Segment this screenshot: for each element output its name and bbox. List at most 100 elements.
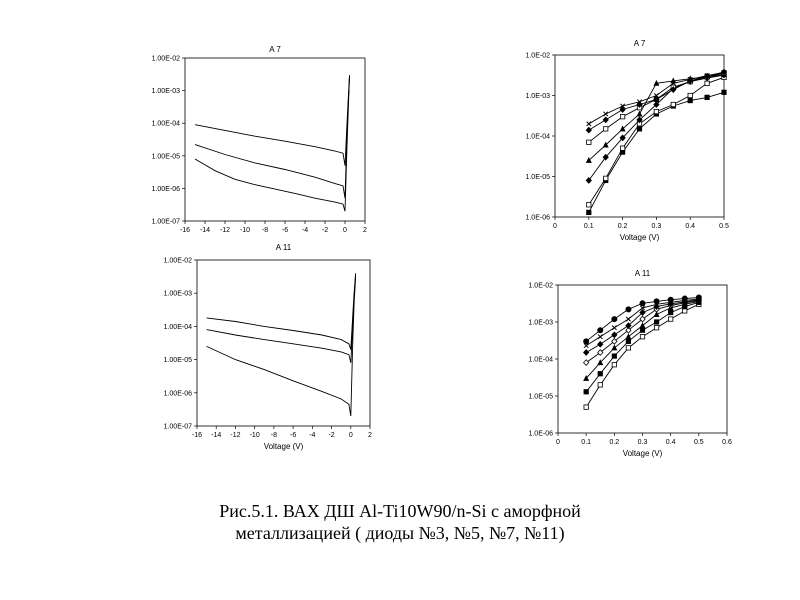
data-point <box>636 99 643 105</box>
data-point <box>625 322 632 329</box>
data-point <box>602 116 609 124</box>
data-point <box>611 362 617 368</box>
data-point <box>597 340 604 348</box>
y-tick-label: 1.0E-04 <box>528 357 553 364</box>
data-point <box>586 121 592 127</box>
data-point <box>653 325 660 331</box>
chart-A11-reverse: A 11 1.00E-07 1.00E-06 1.00E-05 1.00E-04 1.00… <box>164 243 372 451</box>
data-point <box>583 359 590 366</box>
data-point <box>653 92 659 99</box>
x-tick-label: -8 <box>262 227 268 234</box>
data-point <box>636 116 643 124</box>
data-point <box>611 331 618 339</box>
x-tick-label: 0.4 <box>666 439 676 446</box>
chart-title: A 11 <box>276 243 292 252</box>
y-tick-label: 1.0E-02 <box>525 53 550 60</box>
series-line <box>588 74 725 181</box>
series-line <box>194 75 350 212</box>
chart-A7-forward: A 7 1.0E-06 1.0E-05 1.0E-04 1.0E-03 1.0E-02 0 0… <box>525 39 729 242</box>
x-axis-label: Voltage (V) <box>620 233 660 242</box>
series-line <box>194 77 350 199</box>
data-point <box>704 94 710 100</box>
x-tick-label: 0.5 <box>719 223 729 230</box>
data-point <box>653 311 660 317</box>
x-tick-label: -4 <box>302 227 308 234</box>
data-point <box>653 298 660 305</box>
data-point <box>625 338 632 344</box>
x-tick-label: -14 <box>211 432 221 439</box>
x-tick-label: 0.1 <box>581 439 591 446</box>
data-point <box>625 345 632 351</box>
data-point <box>667 296 674 303</box>
x-tick-label: 0.4 <box>685 223 695 230</box>
chart-title: A 7 <box>634 39 646 48</box>
data-point <box>625 306 632 313</box>
data-point <box>636 126 643 132</box>
y-tick-label: 1.0E-02 <box>528 283 553 290</box>
data-point <box>653 101 660 108</box>
x-tick-label: -12 <box>230 432 240 439</box>
y-tick-label: 1.0E-03 <box>525 93 550 100</box>
data-point <box>586 202 592 208</box>
y-tick-label: 1.0E-04 <box>525 134 550 141</box>
series-3 <box>206 277 357 417</box>
data-point <box>639 334 646 340</box>
data-point <box>704 80 710 86</box>
data-point <box>653 109 660 115</box>
x-tick-label: 2 <box>368 432 372 439</box>
data-point <box>586 139 592 145</box>
data-point <box>620 145 626 151</box>
data-point <box>597 327 604 334</box>
x-tick-label: -16 <box>192 432 202 439</box>
data-point <box>583 343 589 349</box>
data-point <box>670 101 676 108</box>
y-tick-label: 1.00E-07 <box>164 424 193 431</box>
x-tick-label: 0.2 <box>618 223 628 230</box>
data-point <box>639 322 646 329</box>
plot-area-frame <box>184 57 366 222</box>
x-tick-label: -4 <box>309 432 315 439</box>
data-point <box>695 294 702 301</box>
figure-caption: Рис.5.1. ВАХ ДШ Al-Ti10W90/n-Si с аморфн… <box>150 500 650 544</box>
data-point <box>639 309 646 316</box>
x-tick-label: -12 <box>220 227 230 234</box>
data-point <box>585 126 592 134</box>
y-tick-label: 1.0E-06 <box>528 431 553 438</box>
y-tick-label: 1.00E-02 <box>152 56 181 63</box>
series-3 <box>194 75 350 212</box>
x-tick-label: 0.1 <box>584 223 594 230</box>
series-2 <box>586 74 727 208</box>
data-point <box>687 76 693 82</box>
series-line <box>206 277 357 417</box>
data-point <box>603 111 609 117</box>
data-point <box>625 316 631 322</box>
y-tick-label: 1.00E-05 <box>164 357 193 364</box>
data-point <box>603 126 609 132</box>
y-tick-label: 1.00E-03 <box>164 291 193 298</box>
data-point <box>619 106 626 113</box>
data-point <box>586 209 592 215</box>
data-point <box>619 134 626 142</box>
data-point <box>583 374 590 381</box>
data-point <box>653 79 660 86</box>
data-point <box>670 80 676 86</box>
series-1 <box>206 273 357 350</box>
x-tick-label: 0.5 <box>694 439 704 446</box>
data-point <box>585 177 592 184</box>
data-point <box>602 153 609 161</box>
data-point <box>619 125 626 132</box>
data-point <box>603 175 609 181</box>
x-tick-label: 0.3 <box>652 223 662 230</box>
data-point <box>597 349 604 356</box>
series-7 <box>583 294 702 345</box>
x-tick-label: -10 <box>240 227 250 234</box>
data-point <box>625 326 632 334</box>
data-point <box>721 69 727 76</box>
series-2 <box>206 275 357 363</box>
data-point <box>670 86 677 93</box>
plot-area-frame <box>196 259 371 427</box>
x-tick-label: 0 <box>343 227 347 234</box>
data-point <box>611 337 618 345</box>
y-tick-label: 1.00E-04 <box>164 324 193 331</box>
